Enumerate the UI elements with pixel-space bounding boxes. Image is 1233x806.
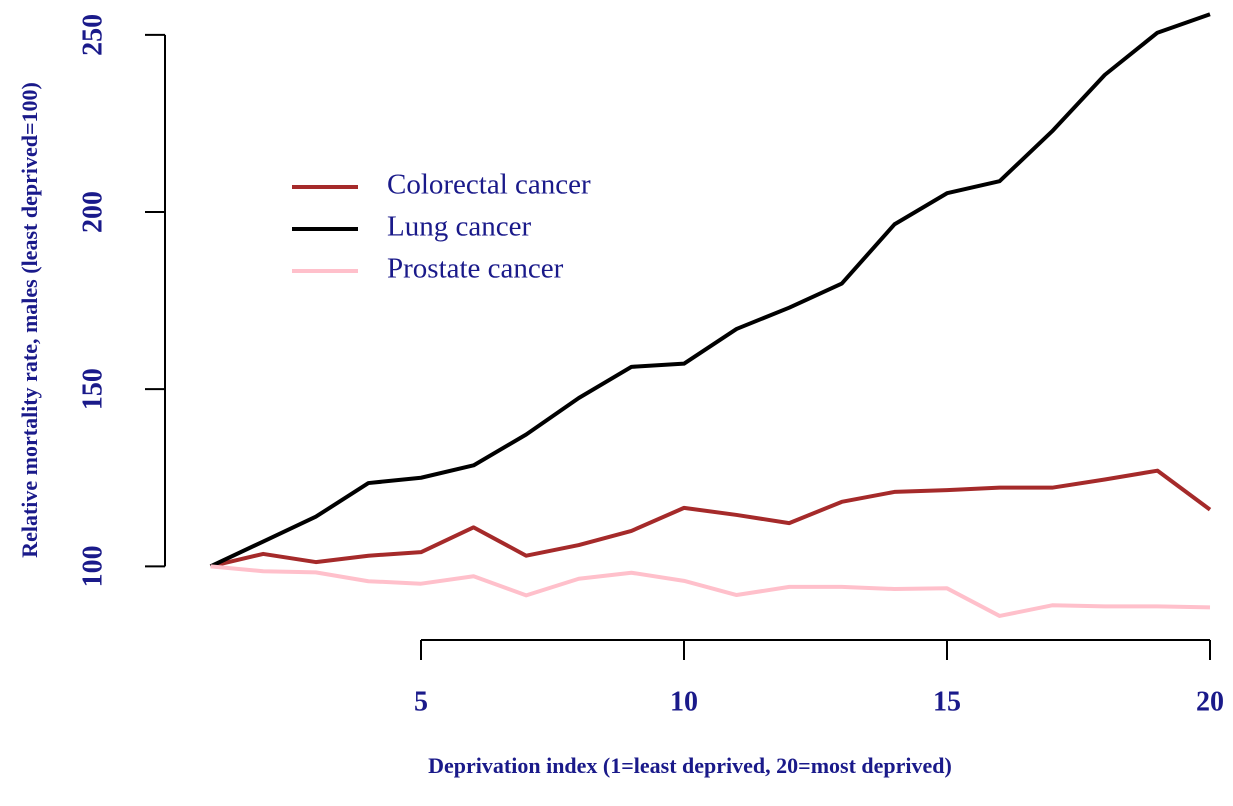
series-line <box>209 12 1211 569</box>
y-tick-label: 150 <box>77 368 108 410</box>
y-tick-label: 200 <box>77 191 108 233</box>
x-tick-label: 10 <box>670 686 698 717</box>
series-line <box>210 564 1211 618</box>
x-tick-label: 5 <box>414 686 428 717</box>
y-axis-label: Relative mortality rate, males (least de… <box>17 82 42 558</box>
x-axis-label: Deprivation index (1=least deprived, 20=… <box>428 753 952 778</box>
legend-label: Lung cancer <box>387 211 531 243</box>
y-tick-label: 100 <box>77 545 108 587</box>
legend-label: Prostate cancer <box>387 253 564 285</box>
y-tick-label: 250 <box>77 14 108 56</box>
x-tick-label: 15 <box>933 686 961 717</box>
x-tick-label: 20 <box>1196 686 1224 717</box>
series-line <box>210 468 1212 569</box>
legend-label: Colorectal cancer <box>387 169 591 201</box>
